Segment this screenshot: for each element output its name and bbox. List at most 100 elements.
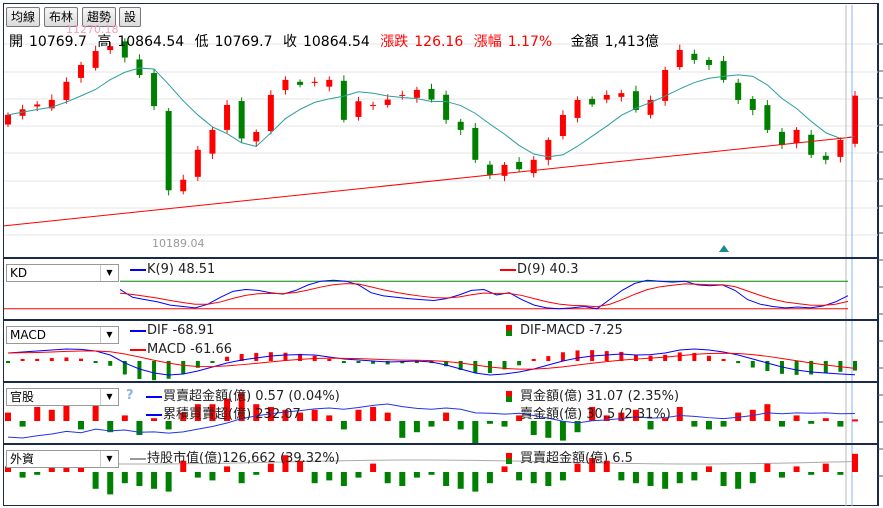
gov-bar	[501, 421, 508, 427]
osc-bar	[181, 361, 186, 374]
foreign-bar	[676, 472, 683, 484]
candle-body	[121, 41, 128, 58]
gov-bar	[34, 407, 41, 421]
foreign-bar	[574, 463, 581, 472]
min-price-label: 10189.04	[152, 237, 205, 250]
high-label: 高	[97, 34, 112, 50]
osc-bar	[283, 352, 288, 361]
foreign-bar	[632, 472, 639, 484]
candle-body	[34, 104, 41, 107]
chevron-down-icon[interactable]: ▼	[100, 327, 118, 343]
candle-body	[486, 164, 493, 175]
gov-cum-legend: 累積買賣超(億) 232.07	[146, 403, 301, 422]
chevron-down-icon[interactable]: ▼	[100, 389, 118, 405]
gov-bar	[311, 409, 318, 421]
osc-bar	[385, 361, 390, 365]
gov-bar	[822, 418, 829, 421]
foreign-bar	[121, 472, 128, 484]
foreign-bar	[63, 466, 70, 472]
trend-button[interactable]: 趨勢	[82, 7, 117, 27]
foreign-bar	[457, 472, 464, 489]
foreign-bar	[209, 472, 216, 481]
d-legend: D(9) 40.3	[500, 262, 579, 277]
gov-bar	[705, 421, 712, 430]
osc-bar	[663, 354, 668, 361]
gov-bar	[107, 421, 114, 433]
osc-bar	[195, 361, 200, 368]
foreign-bar	[326, 472, 333, 481]
indicator-select-kd[interactable]: KD ▼	[6, 264, 119, 282]
candle-body	[457, 121, 464, 130]
gov-sell-legend: 賣金額(億) 30.5 (2.31%)	[520, 403, 671, 422]
divider	[3, 443, 879, 445]
foreign-bar	[92, 472, 99, 489]
foreign-bar	[618, 472, 625, 481]
macd-line	[7, 350, 856, 370]
gov-bar	[808, 421, 815, 424]
open-value: 10769.7	[29, 34, 87, 50]
foreign-bar	[384, 472, 391, 484]
indicator-select-gov[interactable]: 官股 ▼	[6, 388, 119, 406]
osc-bar	[254, 352, 259, 361]
candle-body	[355, 101, 362, 117]
candle-body	[92, 51, 99, 68]
gov-bar	[676, 407, 683, 421]
select-value: 外資	[10, 452, 35, 466]
osc-bar	[619, 351, 624, 361]
gov-bar	[837, 421, 844, 427]
candle-body	[472, 127, 479, 160]
candle-body	[107, 46, 114, 51]
gov-bar	[618, 412, 625, 421]
osc-bar	[268, 352, 273, 361]
candle-body	[48, 99, 55, 109]
candle-body	[516, 161, 523, 170]
foreign-bar	[516, 472, 523, 481]
foreign-bar	[180, 460, 187, 472]
foreign-hold-value: 持股市值(億)126,662 (39.32%)	[147, 451, 340, 466]
low-value: 10769.7	[214, 34, 273, 50]
osc-bar	[298, 353, 303, 361]
osc-bar	[823, 361, 828, 373]
ma-button[interactable]: 均線	[6, 7, 41, 27]
foreign-bar	[253, 472, 260, 475]
osc-bar	[765, 361, 770, 372]
gov-bar	[793, 415, 800, 421]
chevron-down-icon[interactable]: ▼	[100, 451, 118, 467]
candle-body	[822, 155, 829, 160]
gov-bar	[5, 412, 11, 421]
foreign-bar	[48, 466, 55, 472]
foreign-bar	[5, 466, 11, 472]
chevron-down-icon[interactable]: ▼	[100, 265, 118, 281]
gov-bar	[720, 421, 727, 427]
osc-bar	[64, 357, 69, 361]
gov-buy-value: 買金額(億) 31.07 (2.35%)	[520, 389, 680, 404]
foreign-bar	[413, 472, 420, 478]
foreign-bar	[267, 463, 274, 472]
osc-legend: DIF-MACD -7.25	[506, 323, 623, 338]
osc-bar	[750, 361, 755, 368]
candle-body	[297, 81, 304, 85]
high-value: 10864.54	[117, 34, 185, 50]
foreign-bar	[165, 472, 172, 492]
settings-button[interactable]: 設	[119, 7, 142, 27]
indicator-select-foreign[interactable]: 外資 ▼	[6, 450, 119, 468]
osc-value: DIF-MACD -7.25	[520, 323, 623, 338]
help-icon[interactable]: ?	[126, 388, 134, 403]
k-legend: K(9) 48.51	[130, 262, 215, 277]
bollinger-button[interactable]: 布林	[44, 7, 79, 27]
foreign-bar	[808, 472, 815, 475]
candle-body	[647, 99, 654, 115]
osc-bar	[225, 356, 230, 361]
candle-body	[603, 94, 610, 100]
candle-body	[370, 104, 377, 106]
foreign-bar	[355, 472, 362, 478]
k-line	[119, 279, 849, 310]
gov-bar	[63, 404, 70, 421]
osc-bar	[604, 351, 609, 361]
indicator-select-macd[interactable]: MACD ▼	[6, 326, 119, 344]
gov-bar	[19, 421, 26, 427]
close-value: 10864.54	[302, 34, 370, 50]
foreign-bar	[297, 460, 304, 472]
candle-body	[852, 95, 858, 144]
